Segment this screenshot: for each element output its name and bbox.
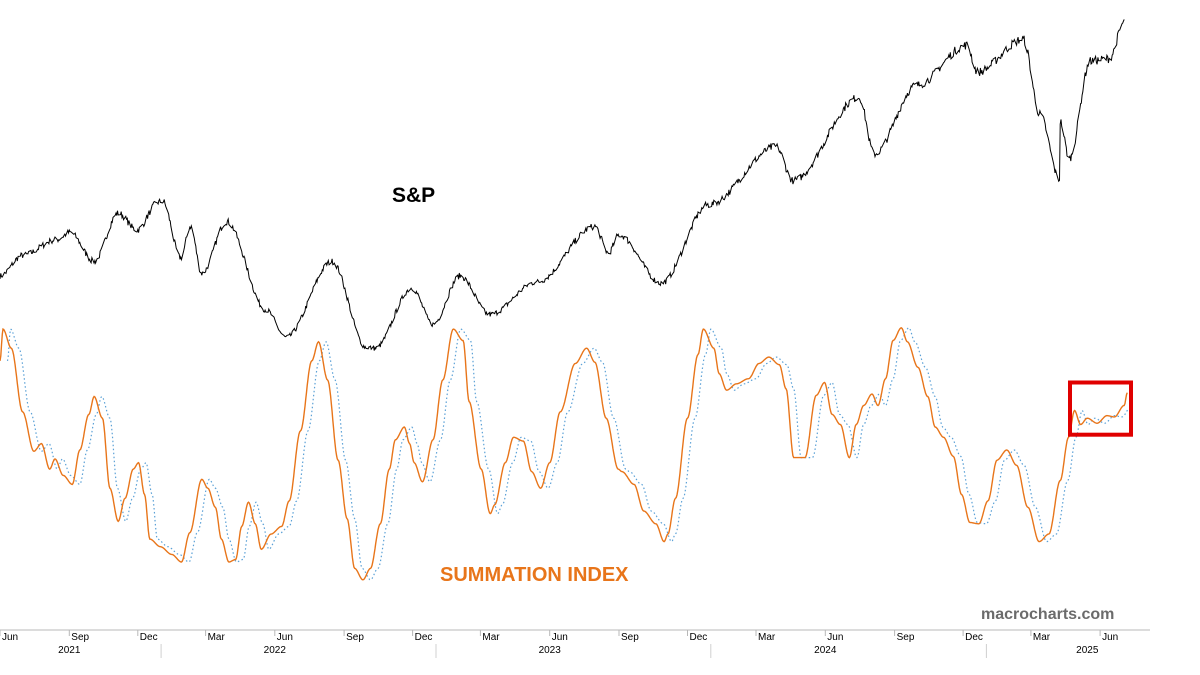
x-year-label: 2024 (814, 645, 837, 656)
x-tick-label: Mar (758, 632, 776, 643)
x-tick-label: Dec (415, 632, 433, 643)
x-axis: Jun Sep Dec Mar Jun Sep Dec Mar Jun Sep Dec Mar Jun S… (0, 629, 1150, 658)
summation-panel: SUMMATION INDEX (0, 326, 1133, 586)
x-year-label: 2023 (539, 645, 562, 656)
x-tick-label: Jun (2, 632, 18, 643)
x-year-label: 2022 (264, 645, 287, 656)
x-tick-label: Mar (1033, 632, 1051, 643)
summation-index-label: SUMMATION INDEX (440, 564, 629, 586)
x-tick-label: Mar (208, 632, 226, 643)
x-tick-label: Dec (965, 632, 983, 643)
watermark: macrocharts.com (981, 606, 1114, 623)
x-year-label: 2025 (1076, 645, 1099, 656)
x-tick-label: Sep (346, 632, 364, 643)
x-tick-label: Sep (71, 632, 89, 643)
sp-panel: S&P (0, 19, 1125, 351)
highlight-box (1068, 380, 1133, 437)
summation-index-line (0, 326, 1128, 581)
summation-moving-average-line (6, 327, 1129, 581)
sp-price-line (0, 19, 1125, 351)
x-tick-label: Jun (1102, 632, 1118, 643)
x-tick-label: Jun (552, 632, 568, 643)
x-tick-label: Dec (140, 632, 158, 643)
x-tick-label: Jun (827, 632, 843, 643)
x-tick-label: Sep (621, 632, 639, 643)
sp-label: S&P (392, 184, 435, 207)
x-tick-label: Jun (277, 632, 293, 643)
x-tick-label: Sep (897, 632, 915, 643)
x-tick-label: Mar (482, 632, 500, 643)
x-year-label: 2021 (58, 645, 81, 656)
x-tick-label: Dec (690, 632, 708, 643)
